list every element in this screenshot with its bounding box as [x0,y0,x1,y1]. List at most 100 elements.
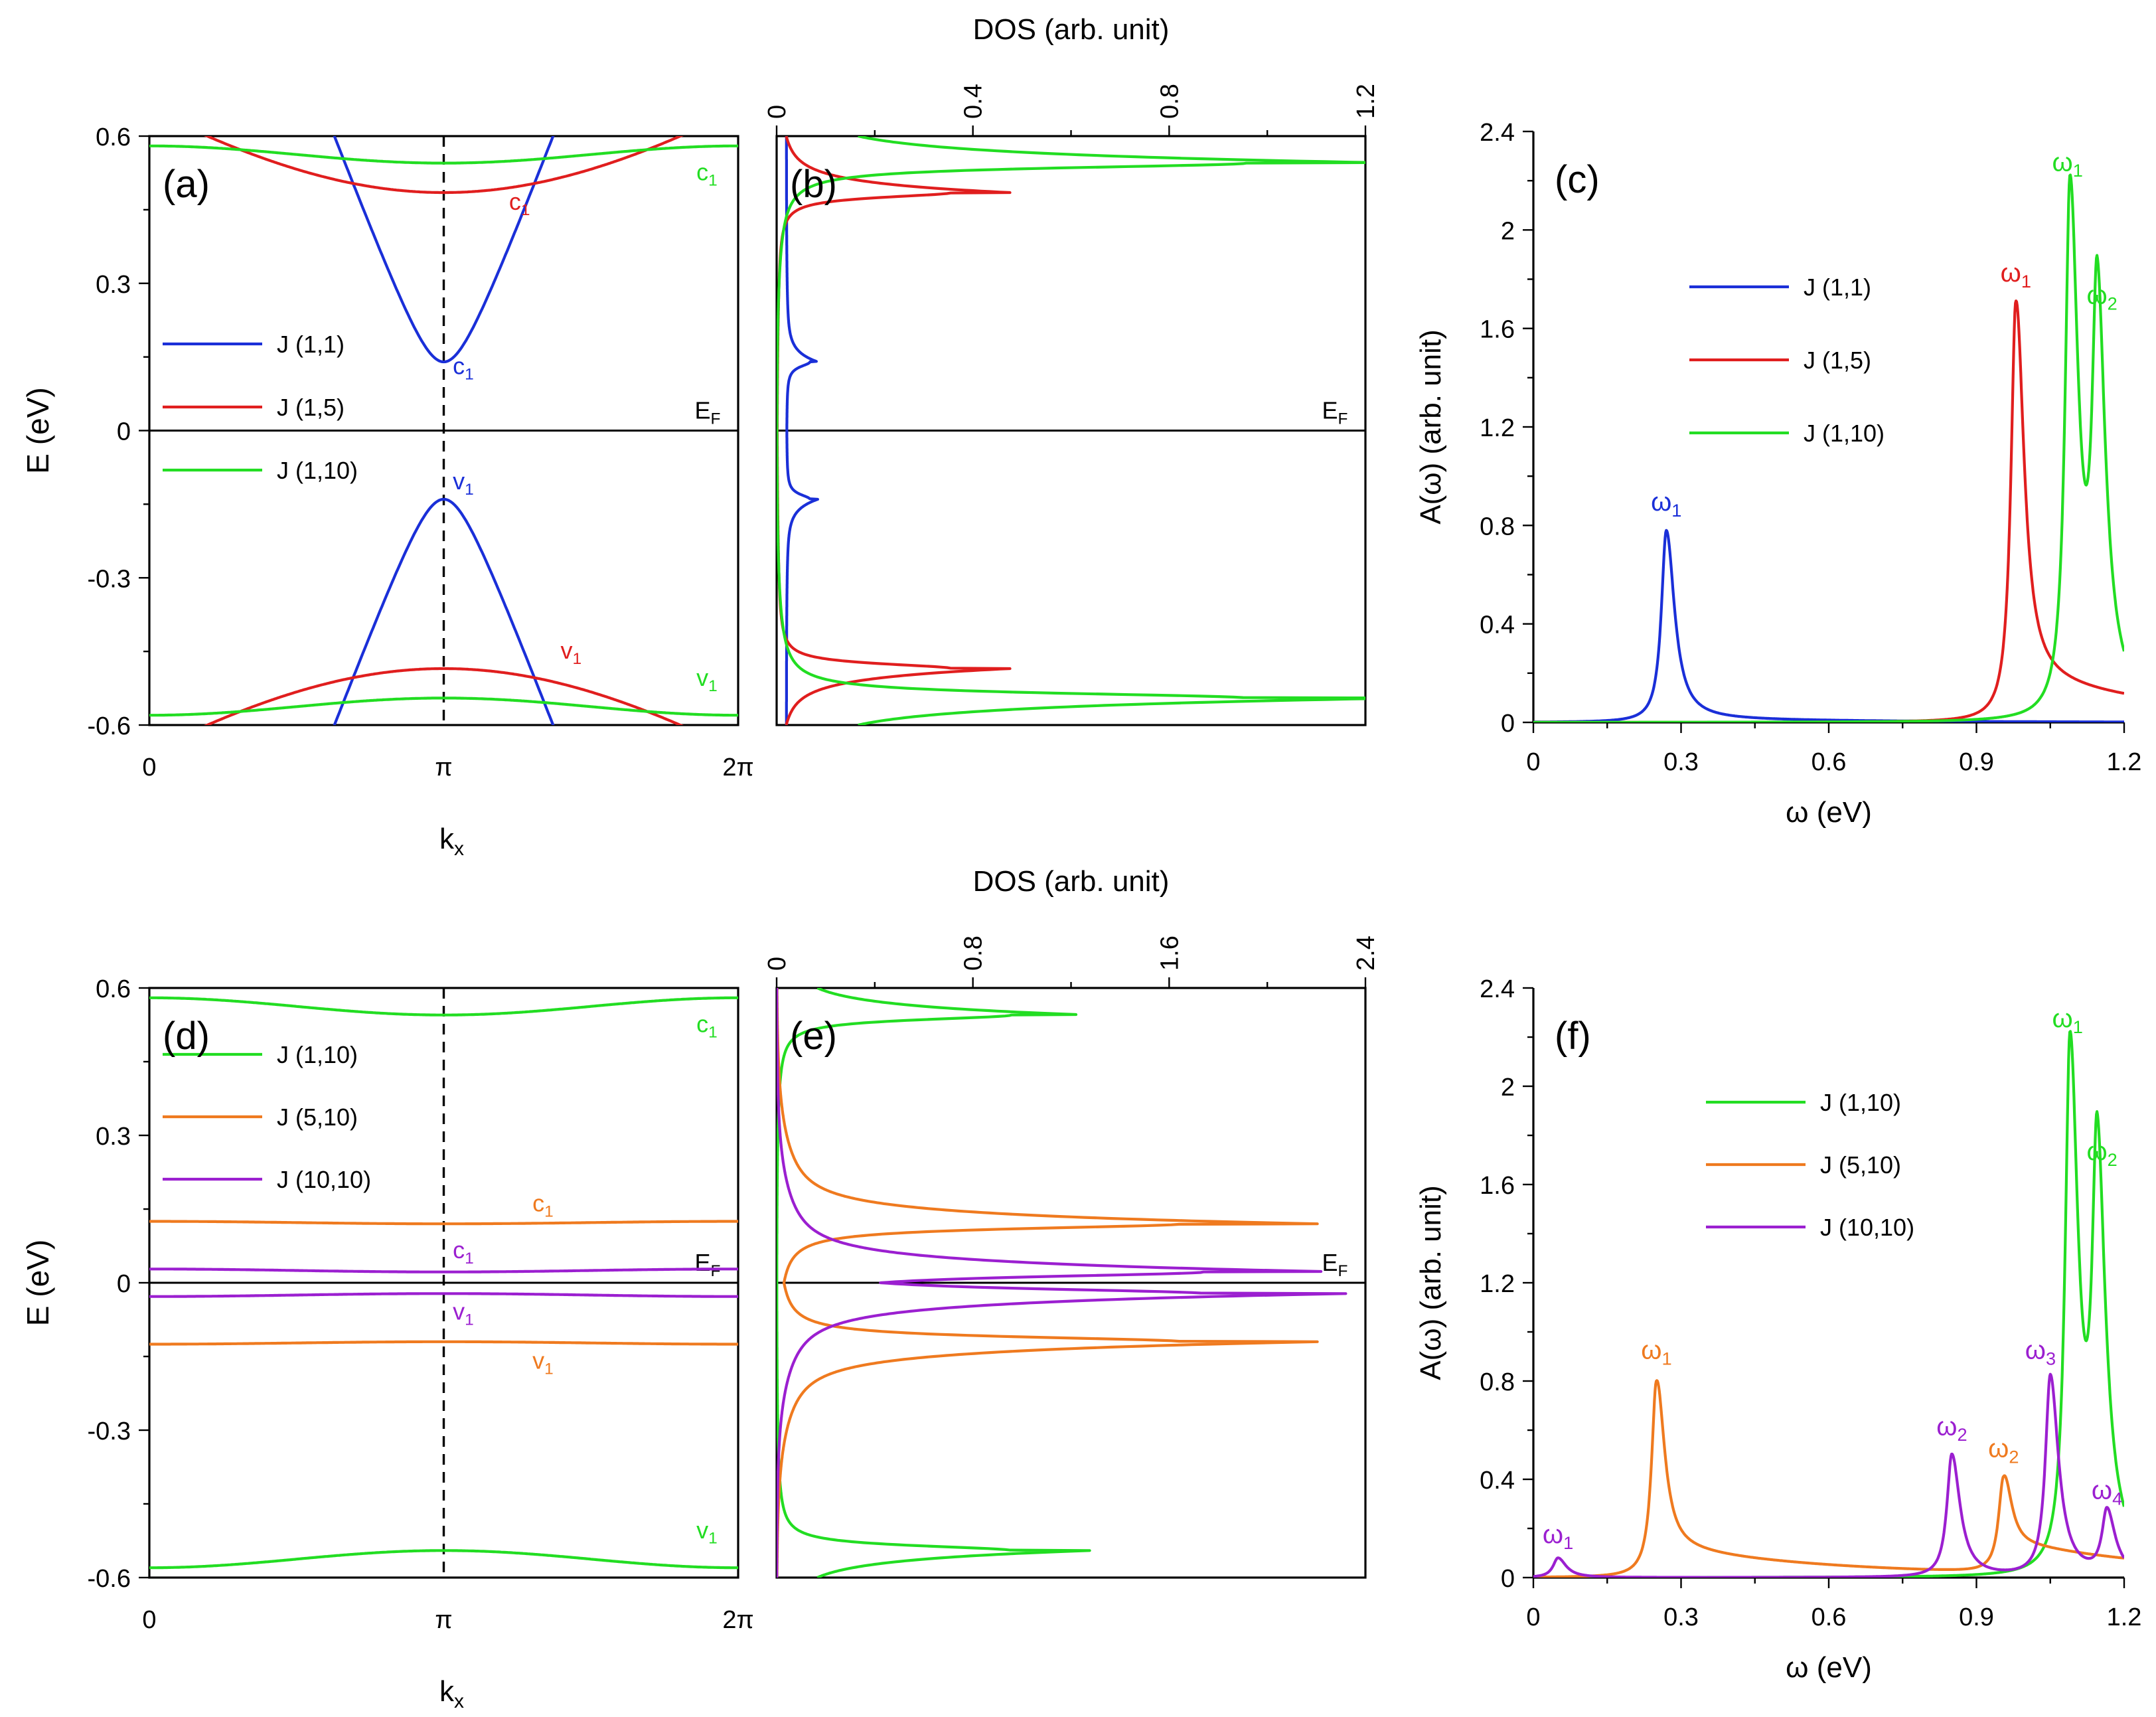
y-tick-label: -0.6 [88,1565,131,1593]
legend-entry-label: J (1,10) [277,1041,358,1068]
legend-entry-label: J (1,5) [1804,347,1871,374]
panel-label: (d) [163,1015,210,1058]
fermi-label: EF [695,1249,721,1280]
y-tick-label: 1.6 [1480,316,1515,344]
peak-label: ω1 [2052,1004,2083,1037]
y-axis-label: E (eV) [21,1240,55,1326]
x-tick-label: 0.8 [1156,84,1184,119]
peak-label: ω1 [2052,147,2083,181]
y-tick-label: 0.3 [96,271,131,299]
absorption-curve [1533,173,2124,722]
conduction-band [149,1267,738,1273]
y-tick-label: 0.4 [1480,1467,1515,1495]
legend-entry-label: J (5,10) [1820,1151,1901,1179]
x-tick-label: 0 [763,105,791,119]
panel-label: (f) [1555,1015,1591,1058]
y-tick-label: 0 [117,418,131,446]
dos-curve [785,136,819,725]
conduction-band [149,1220,738,1226]
x-axis-label: kx [439,1675,464,1712]
valence-band [333,497,555,725]
y-tick-label: 1.2 [1480,414,1515,442]
y-tick-label: 0 [117,1270,131,1298]
x-tick-label: 1.2 [1352,84,1380,119]
legend-entry-label: J (10,10) [277,1166,371,1193]
y-tick-label: 0.8 [1480,1368,1515,1396]
x-axis-label: ω (eV) [1786,796,1872,829]
x-tick-label: 2.4 [1352,936,1380,971]
fermi-label: EF [695,397,721,428]
valence-band [149,1292,738,1298]
valence-band [149,1549,738,1570]
x-tick-label: 0.6 [1811,748,1847,776]
peak-label: ω2 [1936,1412,1967,1445]
band-label: v1 [696,1516,718,1548]
panel-a: 0.6 0.3 0 -0.3 -0.6 0 π 2π kx E (eV) EF c1 c1 c1 v1 v1 v… [21,123,754,860]
peak-label: ω1 [1543,1520,1573,1553]
valence-band [149,1340,738,1346]
band-label: c1 [453,352,474,383]
x-axis-label: DOS (arb. unit) [973,13,1170,46]
conduction-band [333,136,555,364]
valence-band [149,696,738,717]
y-tick-label: 2.4 [1480,975,1515,1003]
band-label: c1 [696,159,718,190]
y-tick-label: 0.8 [1480,513,1515,540]
fermi-label: EF [1322,397,1348,428]
band-label: v1 [560,637,581,668]
panel-c: 2.4 2 1.6 1.2 0.8 0.4 00 0.3 0.6 0.9 1.2 ω (eV) A(ω)… [1415,119,2141,829]
y-tick-label: 0.6 [96,123,131,151]
y-tick-label: 2 [1501,217,1515,245]
legend-entry-label: J (1,1) [1804,274,1871,301]
absorption-curve [1533,1379,2124,1578]
x-tick-label: π [435,1606,452,1634]
legend: J (1,1) J (1,5) J (1,10) [163,331,358,484]
y-tick-label: -0.6 [88,712,131,740]
band-label: c1 [696,1011,718,1042]
x-tick-label: 0.3 [1663,748,1699,776]
peak-label: ω2 [2086,1137,2117,1170]
x-axis-label: kx [439,823,464,860]
legend-entry-label: J (1,5) [277,394,345,421]
x-tick-label: π [435,754,452,781]
x-tick-label: 0 [142,754,156,781]
peak-label: ω1 [1641,1336,1671,1369]
band-label: v1 [532,1347,554,1378]
x-tick-label: 0 [1526,1603,1540,1631]
x-axis-label: DOS (arb. unit) [973,865,1170,898]
absorption-curve [1533,1372,2124,1578]
panel-label: (e) [790,1015,837,1058]
legend: J (1,10) J (5,10) J (10,10) [163,1041,371,1193]
x-tick-label: 2π [722,1606,753,1634]
panel-b: 0 0.4 0.8 1.2 DOS (arb. unit) EF (b) [763,13,1380,726]
legend-entry-label: J (5,10) [277,1104,358,1131]
band-label: c1 [532,1190,554,1221]
panel-label: (a) [163,163,210,206]
x-tick-label: 0 [763,957,791,971]
peak-label: ω1 [1651,487,1681,521]
panel-e: 0 0.8 1.6 2.4 DOS (arb. unit) EF (e) [763,865,1380,1579]
conduction-band [149,996,738,1017]
y-tick-label: 1.2 [1480,1270,1515,1298]
y-axis-label: A(ω) (arb. unit) [1415,329,1447,525]
conduction-band [149,144,738,165]
y-tick-label: 0 [1501,710,1515,738]
legend-entry-label: J (1,1) [277,331,345,358]
y-tick-label: 2.4 [1480,119,1515,147]
x-axis-label: ω (eV) [1786,1651,1872,1684]
x-tick-label: 0.3 [1663,1603,1699,1631]
legend: J (1,10) J (5,10) J (10,10) [1706,1089,1914,1241]
x-tick-label: 0.4 [960,84,988,119]
dos-curve [777,988,1348,1578]
x-tick-label: 0 [142,1606,156,1634]
y-tick-label: 0.6 [96,975,131,1003]
x-tick-label: 0.6 [1811,1603,1847,1631]
peak-label: ω1 [2001,258,2031,291]
valence-band [204,667,684,725]
conduction-band [204,136,684,195]
peak-label: ω2 [1988,1434,2019,1467]
fermi-label: EF [1322,1249,1348,1280]
legend-entry-label: J (10,10) [1820,1214,1914,1241]
y-tick-label: 0.4 [1480,612,1515,639]
